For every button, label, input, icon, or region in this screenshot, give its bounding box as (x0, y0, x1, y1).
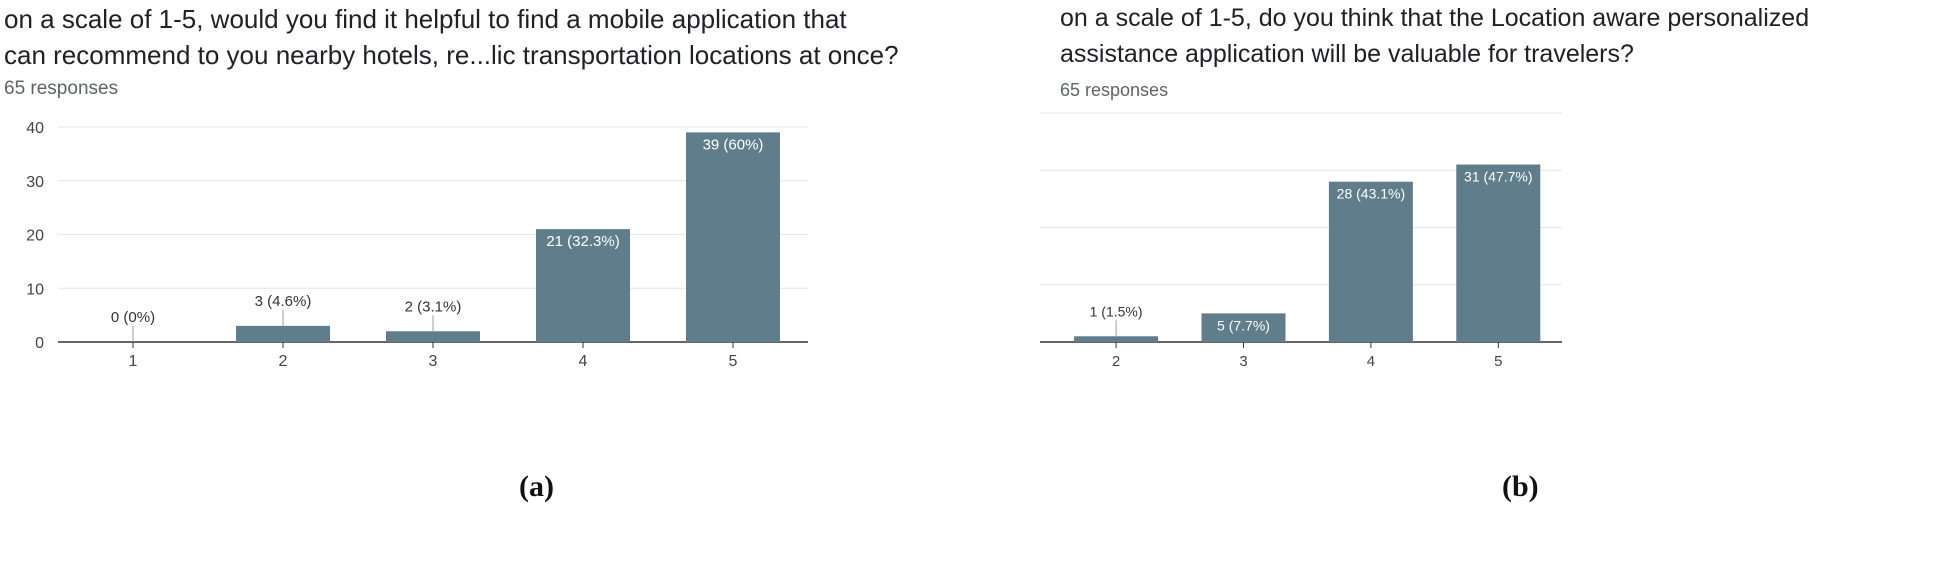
bar (1456, 164, 1541, 342)
chart-panel-b: on a scale of 1-5, do you think that the… (1040, 0, 1945, 510)
y-tick-label: 30 (26, 174, 44, 191)
x-tick-label: 4 (579, 353, 588, 370)
bar (536, 229, 630, 342)
data-label: 3 (4.6%) (255, 293, 312, 310)
response-count: 65 responses (4, 78, 119, 99)
chart-panel-a: on a scale of 1-5, would you find it hel… (0, 0, 1040, 510)
y-tick-label: 0 (35, 335, 44, 352)
x-tick-label: 1 (129, 353, 138, 370)
data-label: 0 (0%) (111, 309, 155, 326)
bar (1201, 313, 1286, 342)
chart-title-line-1: on a scale of 1-5, would you find it hel… (4, 4, 847, 34)
y-tick-label: 40 (26, 120, 44, 137)
data-label: 39 (60%) (703, 136, 764, 153)
data-label: 31 (47.7%) (1464, 169, 1532, 185)
bar (1328, 181, 1413, 342)
chart-title-line-2: assistance application will be valuable … (1060, 40, 1634, 68)
y-tick-label: 20 (26, 228, 44, 245)
chart-title-line-2: can recommend to you nearby hotels, re..… (4, 40, 899, 70)
data-label: 1 (1.5%) (1090, 303, 1143, 319)
response-count: 65 responses (1060, 80, 1169, 100)
x-tick-label: 3 (429, 353, 438, 370)
chart-title-line-1: on a scale of 1-5, do you think that the… (1060, 4, 1810, 32)
y-tick-label: 10 (26, 281, 44, 298)
bar (236, 325, 330, 342)
bar (386, 331, 480, 342)
data-label: 5 (7.7%) (1217, 317, 1270, 333)
bar-chart-svg: 0 10 20 30 40 0 (0%) 1 3 (4.6%) 2 2 (3.1%) 3 21 (32… (26, 120, 808, 370)
panel-label: (a) (519, 470, 554, 503)
x-tick-label: 2 (1112, 353, 1120, 370)
x-tick-label: 2 (279, 353, 288, 370)
bar (1074, 336, 1159, 342)
x-tick-label: 5 (729, 353, 738, 370)
data-label: 2 (3.1%) (405, 298, 462, 315)
panel-label: (b) (1502, 470, 1539, 503)
data-label: 28 (43.1%) (1337, 186, 1405, 202)
bar (686, 132, 780, 342)
x-tick-label: 4 (1367, 353, 1375, 370)
data-label: 21 (32.3%) (546, 233, 619, 250)
x-tick-label: 3 (1239, 353, 1247, 370)
x-tick-label: 5 (1494, 353, 1502, 370)
